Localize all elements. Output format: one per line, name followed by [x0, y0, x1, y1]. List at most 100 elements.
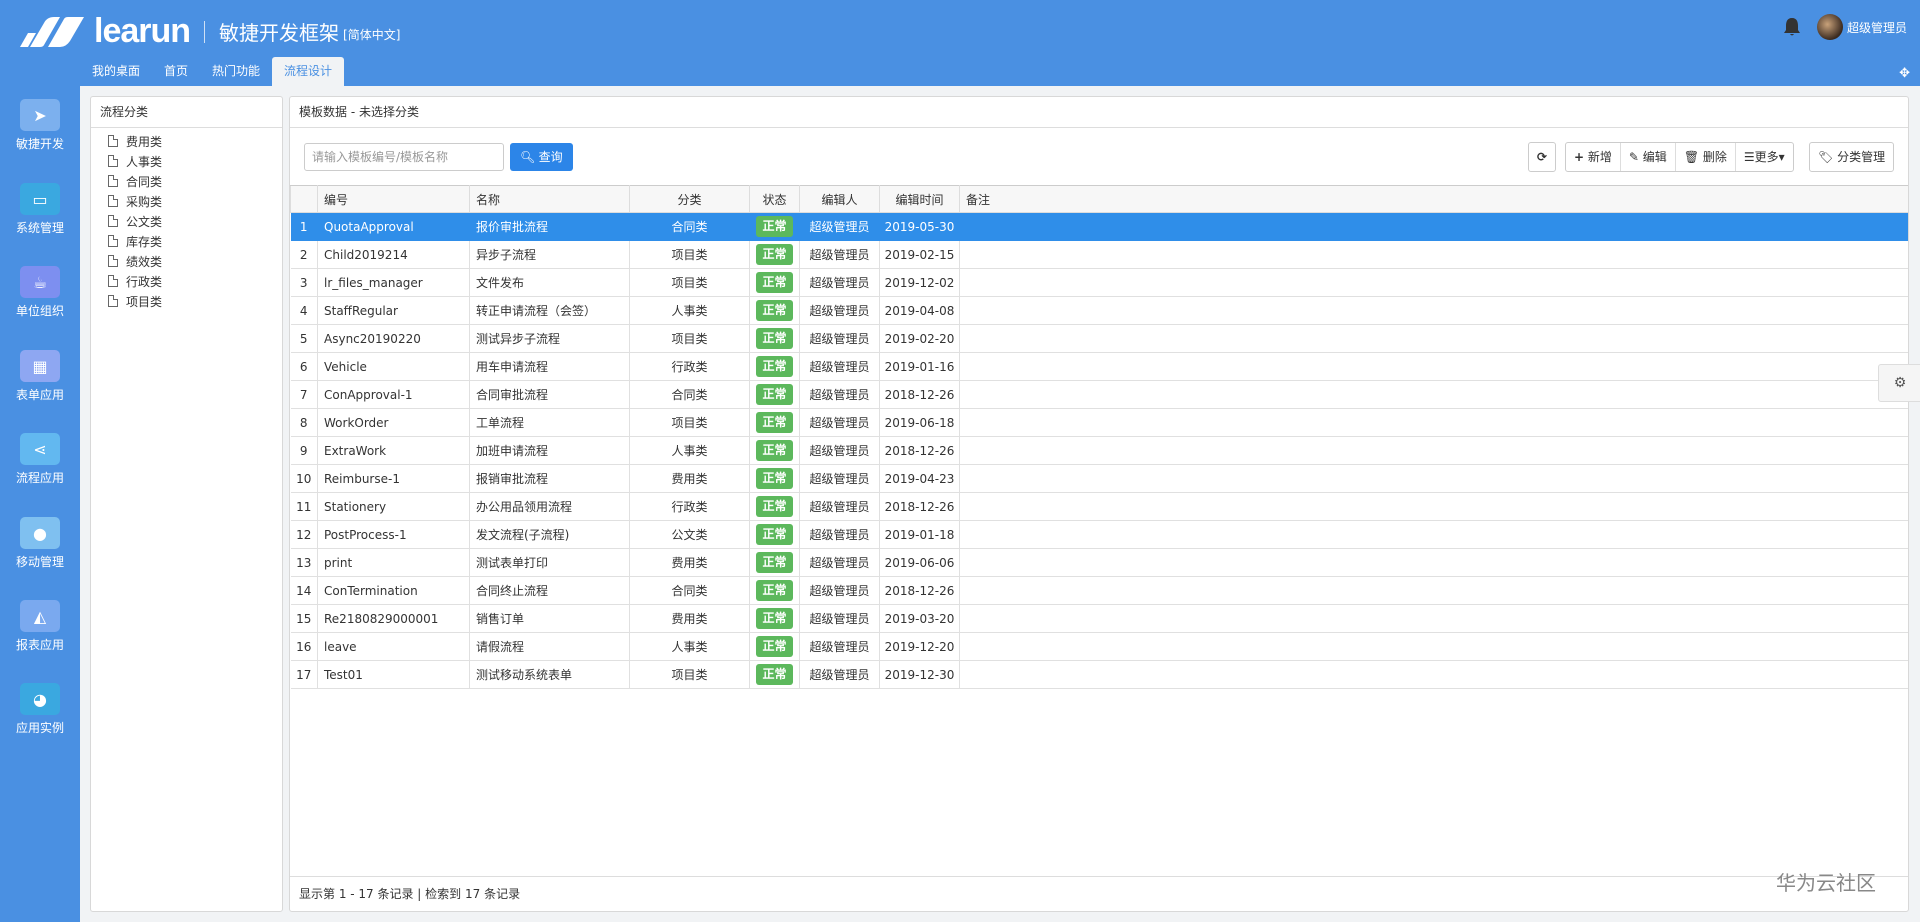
tree-item[interactable]: 绩效类	[91, 251, 282, 271]
table-row[interactable]: 10 Reimburse-1 报销审批流程 费用类 正常 超级管理员 2019-…	[290, 464, 1908, 493]
sidebar-item-workflow[interactable]: ⋖ 流程应用	[0, 433, 80, 486]
status-badge: 正常	[756, 664, 793, 685]
tree-item[interactable]: 行政类	[91, 271, 282, 291]
cell-edit-time: 2019-06-18	[879, 408, 960, 437]
table-row[interactable]: 5 Async20190220 测试异步子流程 项目类 正常 超级管理员 201…	[290, 324, 1908, 353]
status-badge: 正常	[756, 608, 793, 629]
query-button[interactable]: 🔍︎ 查询	[510, 143, 573, 171]
cell-editor: 超级管理员	[799, 240, 880, 269]
sidebar-item-mobile[interactable]: ● 移动管理	[0, 517, 80, 570]
tree-item[interactable]: 合同类	[91, 171, 282, 191]
area-chart-icon: ◭	[20, 600, 60, 632]
sidebar-item-organization[interactable]: ☕ 单位组织	[0, 266, 80, 319]
table-row[interactable]: 6 Vehicle 用车申请流程 行政类 正常 超级管理员 2019-01-16	[290, 352, 1908, 381]
sidebar-item-system[interactable]: ▭ 系统管理	[0, 183, 80, 236]
status-badge: 正常	[756, 244, 793, 265]
category-manage-button[interactable]: 🏷︎ 分类管理	[1809, 142, 1895, 172]
tree-item[interactable]: 人事类	[91, 151, 282, 171]
fullscreen-icon[interactable]: ✥	[1899, 66, 1910, 81]
logo[interactable]: learun 敏捷开发框架 [简体中文]	[20, 12, 400, 51]
cell-remark	[959, 576, 1908, 605]
tree-item[interactable]: 库存类	[91, 231, 282, 251]
cell-remark	[959, 408, 1908, 437]
cell-editor: 超级管理员	[799, 548, 880, 577]
sidebar-item-label: 单位组织	[15, 304, 64, 318]
status-badge: 正常	[756, 412, 793, 433]
table-row[interactable]: 9 ExtraWork 加班申请流程 人事类 正常 超级管理员 2018-12-…	[290, 436, 1908, 465]
table-row[interactable]: 2 Child2019214 异步子流程 项目类 正常 超级管理员 2019-0…	[290, 240, 1908, 269]
tree-item[interactable]: 采购类	[91, 191, 282, 211]
sidebar-item-examples[interactable]: ◕ 应用实例	[0, 683, 80, 736]
cell-category: 公文类	[629, 520, 750, 549]
template-panel-title: 模板数据 - 未选择分类	[290, 97, 1908, 128]
cell-status: 正常	[749, 660, 800, 689]
col-status[interactable]: 状态	[749, 185, 800, 213]
sidebar-item-label: 系统管理	[15, 221, 64, 235]
sidebar-item-label: 报表应用	[15, 638, 64, 652]
col-remark[interactable]: 备注	[959, 185, 1908, 213]
table-row[interactable]: 14 ConTermination 合同终止流程 合同类 正常 超级管理员 20…	[290, 576, 1908, 605]
col-edit-time[interactable]: 编辑时间	[879, 185, 960, 213]
tree-item[interactable]: 项目类	[91, 291, 282, 311]
sidebar-item-label: 应用实例	[15, 721, 64, 735]
row-number: 9	[290, 436, 318, 465]
table-row[interactable]: 1 QuotaApproval 报价审批流程 合同类 正常 超级管理员 2019…	[290, 212, 1908, 241]
table-row[interactable]: 17 Test01 测试移动系统表单 项目类 正常 超级管理员 2019-12-…	[290, 660, 1908, 689]
cell-editor: 超级管理员	[799, 576, 880, 605]
delete-button[interactable]: 🗑︎ 删除	[1676, 143, 1736, 171]
row-number: 10	[290, 464, 318, 493]
tree-item[interactable]: 公文类	[91, 211, 282, 231]
tab-desktop[interactable]: 我的桌面	[92, 64, 141, 78]
sidebar-item-forms[interactable]: ▦ 表单应用	[0, 350, 80, 403]
cell-remark	[959, 464, 1908, 493]
col-editor[interactable]: 编辑人	[799, 185, 880, 213]
tab-hot-features[interactable]: 热门功能	[212, 64, 261, 78]
avatar[interactable]	[1816, 14, 1843, 40]
language-switch[interactable]: [简体中文]	[343, 28, 401, 42]
edit-button[interactable]: ✎ 编辑	[1621, 143, 1676, 171]
table-row[interactable]: 11 Stationery 办公用品领用流程 行政类 正常 超级管理员 2018…	[290, 492, 1908, 521]
status-badge: 正常	[756, 636, 793, 657]
sidebar-item-reports[interactable]: ◭ 报表应用	[0, 600, 80, 653]
tab-workflow-design[interactable]: 流程设计	[272, 57, 345, 86]
refresh-button[interactable]: ⟳	[1528, 142, 1557, 172]
cell-status: 正常	[749, 268, 800, 297]
search-input[interactable]	[304, 143, 504, 171]
table-row[interactable]: 7 ConApproval-1 合同审批流程 合同类 正常 超级管理员 2018…	[290, 380, 1908, 409]
tree-item[interactable]: 费用类	[91, 131, 282, 151]
category-panel-title: 流程分类	[91, 97, 282, 128]
tree-item-label: 项目类	[126, 294, 163, 309]
table-row[interactable]: 3 lr_files_manager 文件发布 项目类 正常 超级管理员 201…	[290, 268, 1908, 297]
table-row[interactable]: 16 leave 请假流程 人事类 正常 超级管理员 2019-12-20	[290, 632, 1908, 661]
table-row[interactable]: 15 Re2180829000001 销售订单 费用类 正常 超级管理员 201…	[290, 604, 1908, 633]
cell-category: 费用类	[629, 548, 750, 577]
bell-icon[interactable]	[1783, 17, 1801, 37]
category-tree: 费用类 人事类 合同类 采购类公文类库存类 绩效类 行政类项目类	[91, 128, 282, 311]
table-row[interactable]: 8 WorkOrder 工单流程 项目类 正常 超级管理员 2019-06-18	[290, 408, 1908, 437]
status-badge: 正常	[756, 272, 793, 293]
table-row[interactable]: 4 StaffRegular 转正申请流程（会签） 人事类 正常 超级管理员 2…	[290, 296, 1908, 325]
col-category[interactable]: 分类	[629, 185, 750, 213]
cell-editor: 超级管理员	[799, 436, 880, 465]
col-code[interactable]: 编号	[317, 185, 470, 213]
row-number: 5	[290, 324, 318, 353]
table-row[interactable]: 13 print 测试表单打印 费用类 正常 超级管理员 2019-06-06	[290, 548, 1908, 577]
more-button[interactable]: ☰更多▾	[1736, 143, 1793, 171]
settings-gear-icon[interactable]: ⚙	[1878, 364, 1920, 402]
cell-name: 报销审批流程	[469, 464, 630, 493]
sidebar-item-agile-dev[interactable]: ➤ 敏捷开发	[0, 99, 80, 152]
cell-edit-time: 2019-01-18	[879, 520, 960, 549]
add-button[interactable]: + 新增	[1566, 143, 1621, 171]
table-row[interactable]: 12 PostProcess-1 发文流程(子流程) 公文类 正常 超级管理员 …	[290, 520, 1908, 549]
tree-item-label: 公文类	[126, 214, 163, 229]
share-icon: ⋖	[20, 433, 60, 465]
cell-code: ConApproval-1	[317, 380, 470, 409]
cell-category: 费用类	[629, 604, 750, 633]
cell-edit-time: 2018-12-26	[879, 436, 960, 465]
tab-home[interactable]: 首页	[164, 64, 189, 78]
user-name[interactable]: 超级管理员	[1846, 20, 1907, 35]
cell-remark	[959, 324, 1908, 353]
col-name[interactable]: 名称	[469, 185, 630, 213]
cell-editor: 超级管理员	[799, 660, 880, 689]
cell-edit-time: 2019-02-15	[879, 240, 960, 269]
